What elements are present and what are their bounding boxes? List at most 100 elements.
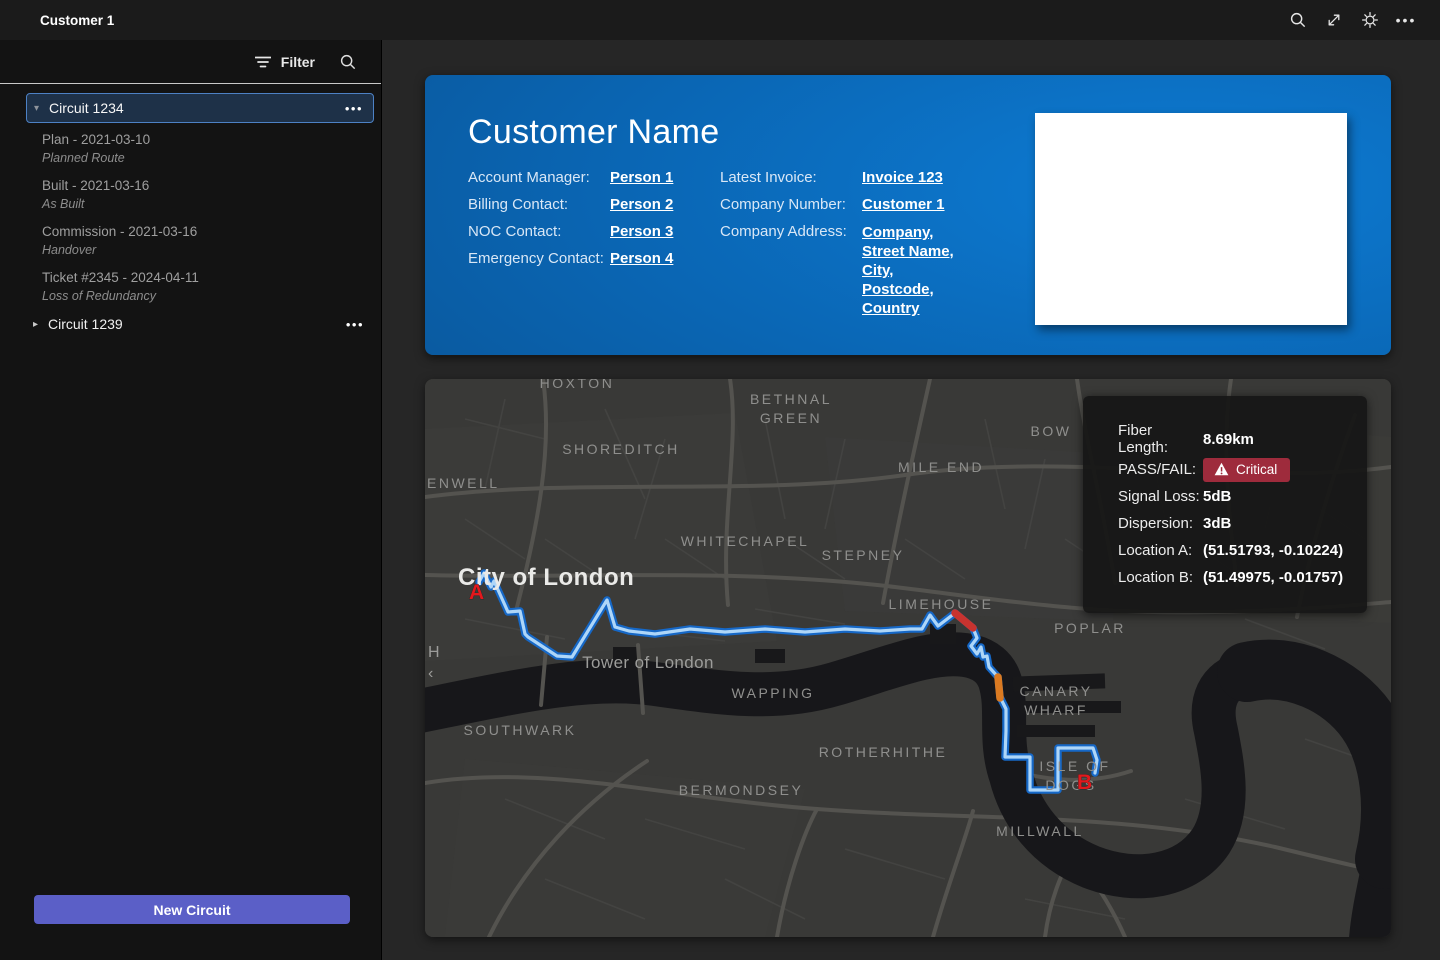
route-alert-segment-1	[994, 673, 1004, 702]
customer-fields-left: Account Manager: Person 1 Billing Contac…	[468, 169, 888, 277]
billing-contact-link[interactable]: Person 2	[610, 196, 674, 213]
new-circuit-button[interactable]: New Circuit	[34, 895, 350, 924]
company-number-link[interactable]: Customer 1	[862, 196, 945, 213]
label-layer: HOXTON BETHNAL GREEN SHOREDITCH BOW MILE END E…	[427, 379, 1126, 839]
field-label: Billing Contact:	[468, 196, 569, 213]
latest-invoice-link[interactable]: Invoice 123	[862, 169, 943, 186]
badge-text: Critical	[1236, 461, 1278, 477]
map-label: Tower of London	[582, 653, 714, 672]
circuit-label: Circuit 1234	[49, 100, 124, 116]
map-label: MILLWALL	[996, 823, 1084, 839]
account-manager-link[interactable]: Person 1	[610, 169, 674, 186]
sidebar-item-circuit-1239[interactable]: ▸ Circuit 1239 •••	[26, 309, 374, 339]
map-label: City of London	[458, 564, 634, 591]
emergency-contact-link[interactable]: Person 4	[610, 250, 674, 267]
stat-label: PASS/FAIL:	[1118, 461, 1197, 478]
map-label: WHARF	[1024, 702, 1088, 718]
sidebar: Filter ▾ Circuit 1234 ••• Plan - 2021-03…	[0, 40, 382, 960]
location-a-value: (51.51793, -0.10224)	[1203, 542, 1344, 559]
titlebar: Customer 1	[0, 0, 1440, 40]
stat-row-dispersion: Dispersion: 3dB	[1118, 510, 1347, 537]
stat-row-fiber-length: Fiber Length: 8.69km	[1118, 422, 1347, 456]
field-label: Account Manager:	[468, 169, 590, 186]
map-label: ROTHERHITHE	[819, 744, 948, 760]
map-label: WAPPING	[731, 685, 814, 701]
stat-row-location-a: Location A: (51.51793, -0.10224)	[1118, 537, 1347, 564]
fiber-route-core	[477, 571, 1099, 792]
chevron-down-icon[interactable]: ▾	[34, 102, 40, 114]
map-label: GREEN	[760, 410, 822, 426]
field-label: Emergency Contact:	[468, 250, 604, 267]
field-label: Latest Invoice:	[720, 169, 817, 186]
expand-icon[interactable]	[1324, 10, 1344, 30]
route-layer	[475, 569, 1101, 794]
settings-gear-icon[interactable]	[1360, 10, 1380, 30]
circuit-more-icon[interactable]: •••	[345, 316, 364, 332]
customer-card: Customer Name Account Manager: Person 1 …	[425, 75, 1391, 355]
filter-label: Filter	[280, 53, 315, 70]
customer-name-title: Customer Name	[468, 113, 720, 151]
map-label: DOGS	[1045, 777, 1096, 793]
field-row: NOC Contact: Person 3	[468, 223, 888, 240]
map-label: WHITECHAPEL	[681, 533, 810, 549]
stat-row-pass-fail: PASS/FAIL: Critical	[1118, 456, 1347, 483]
sidebar-item-circuit-1234[interactable]: ▾ Circuit 1234 •••	[26, 93, 374, 123]
route-alert-segment-0	[951, 609, 977, 632]
field-row: Company Number: Customer 1	[720, 196, 1140, 213]
field-row: Latest Invoice: Invoice 123	[720, 169, 1140, 186]
route-marker-a: A	[469, 581, 484, 604]
map-card[interactable]: HOXTON BETHNAL GREEN SHOREDITCH BOW MILE END E…	[425, 379, 1391, 937]
sub-item-title: Built - 2021-03-16	[42, 178, 150, 193]
warning-icon	[1214, 462, 1229, 476]
map-label: ENWELL	[427, 475, 500, 491]
field-row: Billing Contact: Person 2	[468, 196, 888, 213]
stat-label: Location A:	[1118, 542, 1193, 559]
sidebar-item-commission[interactable]: Commission - 2021-03-16 Handover	[42, 222, 342, 259]
map-label: H	[428, 644, 440, 661]
map-label: CANARY	[1019, 683, 1092, 699]
map-label: ISLE OF	[1039, 758, 1110, 774]
filter-button[interactable]: Filter	[254, 53, 315, 70]
circuit-more-icon[interactable]: •••	[344, 100, 363, 116]
map-label: POPLAR	[1054, 620, 1126, 636]
map-label: STEPNEY	[822, 547, 905, 563]
sub-item-title: Commission - 2021-03-16	[42, 224, 198, 239]
field-label: Company Address:	[720, 223, 847, 240]
marker-layer: AB	[469, 581, 1093, 795]
sub-item-title: Ticket #2345 - 2024-04-11	[42, 270, 199, 285]
sidebar-item-built[interactable]: Built - 2021-03-16 As Built	[42, 176, 342, 213]
map-label: SOUTHWARK	[464, 722, 577, 738]
noc-contact-link[interactable]: Person 3	[610, 223, 674, 240]
route-marker-b: B	[1077, 771, 1092, 794]
circuit-stats-panel: Fiber Length: 8.69km PASS/FAIL: Critical…	[1083, 396, 1367, 613]
field-row: Emergency Contact: Person 4	[468, 250, 888, 267]
map-label: BETHNAL	[750, 391, 832, 407]
sub-item-subtitle: Loss of Redundancy	[42, 289, 156, 303]
map-label: LIMEHOUSE	[889, 596, 994, 612]
map-label: BOW	[1031, 423, 1072, 439]
dispersion-value: 3dB	[1203, 515, 1232, 532]
sub-item-subtitle: Handover	[42, 243, 97, 257]
filter-icon	[254, 56, 271, 67]
more-options-icon[interactable]: •••	[1395, 12, 1417, 28]
company-address-link[interactable]: Company, Street Name, City, Postcode, Co…	[862, 224, 954, 317]
sub-item-title: Plan - 2021-03-10	[42, 132, 151, 147]
critical-status-badge: Critical	[1203, 457, 1291, 482]
stat-row-signal-loss: Signal Loss: 5dB	[1118, 483, 1347, 510]
map-label: SHOREDITCH	[562, 441, 680, 457]
customer-logo-placeholder	[1035, 113, 1347, 325]
window-title: Customer 1	[40, 12, 115, 28]
chevron-right-icon[interactable]: ▸	[33, 318, 39, 330]
signal-loss-value: 5dB	[1203, 488, 1232, 505]
sidebar-search-icon[interactable]	[339, 53, 357, 71]
sidebar-item-plan[interactable]: Plan - 2021-03-10 Planned Route	[42, 130, 342, 167]
fiber-length-value: 8.69km	[1203, 430, 1254, 448]
sidebar-item-ticket-2345[interactable]: Ticket #2345 - 2024-04-11 Loss of Redund…	[42, 268, 342, 305]
customer-fields-right: Latest Invoice: Invoice 123 Company Numb…	[720, 169, 1140, 328]
stat-label: Location B:	[1118, 569, 1194, 586]
sub-item-subtitle: As Built	[42, 197, 85, 211]
search-icon[interactable]	[1288, 10, 1308, 30]
stat-label: Fiber Length:	[1118, 422, 1169, 456]
map-label: HOXTON	[540, 379, 615, 391]
